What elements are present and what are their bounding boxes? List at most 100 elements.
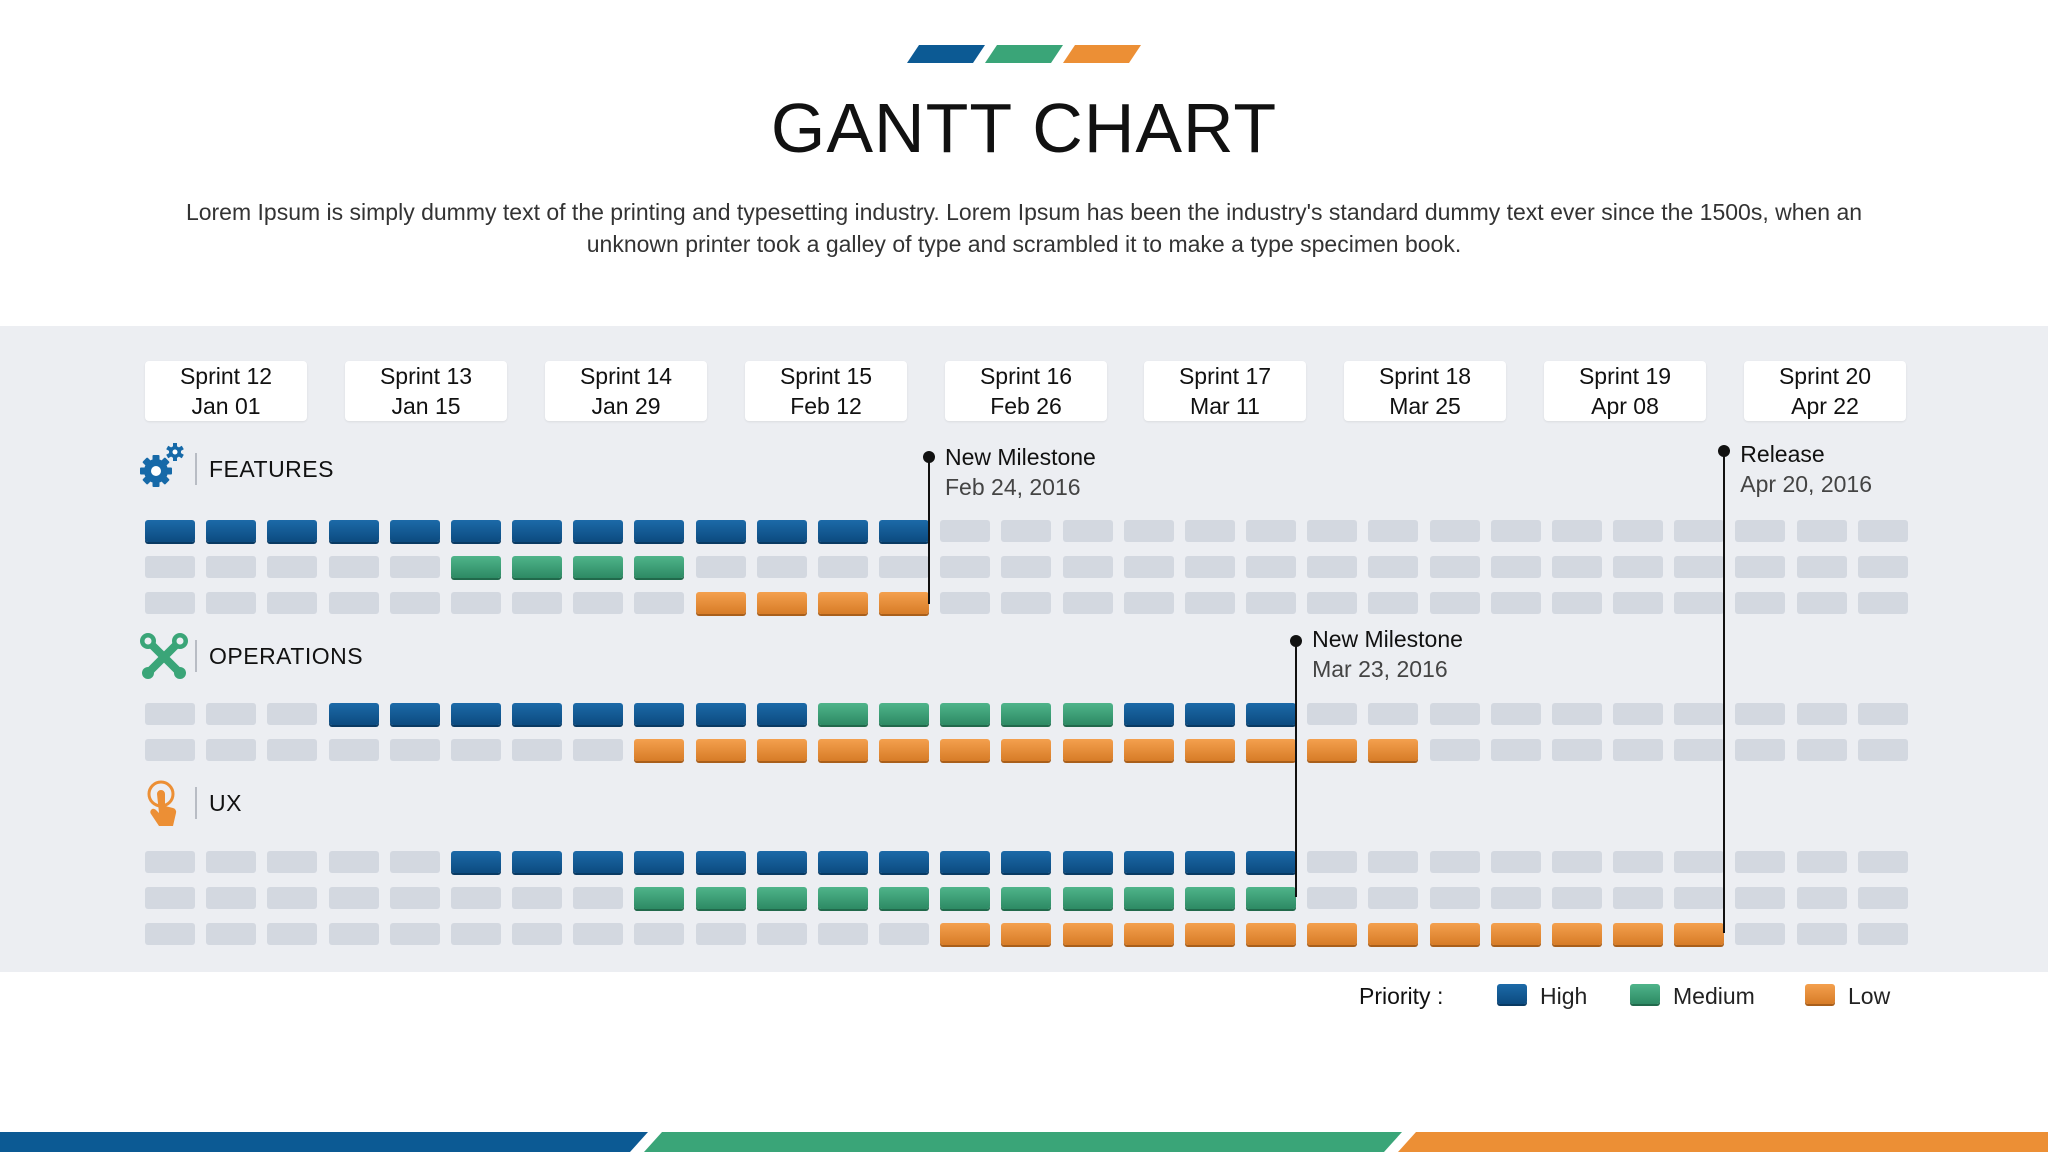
empty-cell (1184, 592, 1235, 614)
milestone-date: Feb 24, 2016 (945, 474, 1081, 500)
task-bar-low (756, 739, 807, 761)
task-bar-high (512, 703, 562, 725)
sprint-header: Sprint 20 Apr 22 (1744, 361, 1906, 421)
empty-cell (879, 923, 929, 945)
sprint-name: Sprint 14 (579, 363, 673, 389)
task-bar-high (695, 703, 746, 725)
group-label: OPERATIONS (209, 643, 364, 669)
sprint-date: Jan 29 (591, 393, 661, 419)
empty-cell (1429, 887, 1480, 909)
legend-swatch-low (1805, 984, 1835, 1004)
task-bar-low (1307, 923, 1358, 945)
empty-cell (389, 556, 440, 578)
task-bar-medium (1123, 887, 1174, 909)
empty-cell (1123, 592, 1174, 614)
task-bar-high (1123, 703, 1174, 725)
empty-cell (1674, 556, 1725, 578)
task-bar-high (756, 851, 807, 873)
empty-cell (1490, 592, 1541, 614)
milestone-title: Release (1740, 441, 1825, 467)
task-bar-low (695, 592, 746, 614)
footer-stripe-blue (0, 1132, 648, 1152)
empty-cell (573, 923, 624, 945)
task-bar-high (450, 851, 501, 873)
task-bar-low (879, 592, 929, 614)
legend-swatch-high (1497, 984, 1527, 1004)
milestone-date: Mar 23, 2016 (1312, 656, 1448, 682)
empty-cell (1001, 520, 1052, 542)
empty-cell (1735, 739, 1786, 761)
task-bar-low (1613, 923, 1664, 945)
empty-cell (1184, 520, 1235, 542)
empty-cell (512, 887, 562, 909)
empty-cell (1368, 556, 1419, 578)
empty-cell (145, 556, 195, 578)
empty-cell (573, 739, 624, 761)
sprint-header: Sprint 19 Apr 08 (1544, 361, 1706, 421)
empty-cell (1613, 851, 1664, 873)
empty-cell (1796, 556, 1847, 578)
task-bar-high (328, 703, 379, 725)
touch-icon (145, 780, 185, 835)
empty-cell (1857, 703, 1908, 725)
task-bar-high (634, 851, 685, 873)
task-bar-low (1001, 923, 1052, 945)
milestone-marker (923, 451, 935, 463)
empty-cell (450, 592, 501, 614)
task-bar-high (940, 851, 991, 873)
empty-cell (1796, 592, 1847, 614)
stripe-green (985, 45, 1063, 63)
sprint-date: Feb 26 (990, 393, 1062, 419)
empty-cell (1123, 556, 1174, 578)
empty-cell (817, 556, 868, 578)
empty-cell (573, 592, 624, 614)
empty-cell (1246, 592, 1297, 614)
task-bar-medium (879, 887, 929, 909)
sprint-header: Sprint 15 Feb 12 (745, 361, 907, 421)
empty-cell (1551, 703, 1602, 725)
milestone-line (928, 457, 930, 604)
sprint-name: Sprint 19 (1578, 363, 1672, 389)
task-bar-medium (817, 887, 868, 909)
empty-cell (1551, 739, 1602, 761)
empty-cell (1674, 851, 1725, 873)
milestone-date: Apr 20, 2016 (1740, 471, 1873, 497)
task-bar-high (389, 520, 440, 542)
empty-cell (1551, 592, 1602, 614)
empty-cell (1735, 703, 1786, 725)
task-bar-medium (573, 556, 624, 578)
task-bar-low (1001, 739, 1052, 761)
task-bar-high (450, 520, 501, 542)
task-bar-high (879, 520, 929, 542)
empty-cell (1796, 739, 1847, 761)
task-bar-high (879, 851, 929, 873)
empty-cell (1551, 851, 1602, 873)
sprint-header: Sprint 12 Jan 01 (145, 361, 307, 421)
empty-cell (145, 592, 195, 614)
sprint-date: Jan 15 (391, 393, 461, 419)
empty-cell (206, 592, 257, 614)
page-subtitle: Lorem Ipsum is simply dummy text of the … (185, 199, 1863, 257)
empty-cell (1674, 887, 1725, 909)
task-bar-low (817, 739, 868, 761)
task-bar-high (1184, 851, 1235, 873)
sprint-date: Feb 12 (790, 393, 862, 419)
milestone-marker (1290, 635, 1303, 647)
empty-cell (1429, 592, 1480, 614)
empty-cell (1429, 739, 1480, 761)
empty-cell (1490, 520, 1541, 542)
empty-cell (1368, 887, 1419, 909)
empty-cell (1735, 520, 1786, 542)
milestone-marker (1718, 445, 1731, 457)
sprint-date: Mar 25 (1389, 393, 1461, 419)
sprint-name: Sprint 16 (979, 363, 1073, 389)
empty-cell (1246, 520, 1297, 542)
empty-cell (756, 556, 807, 578)
milestone-label: Release Apr 20, 2016 (1740, 439, 1872, 499)
empty-cell (206, 703, 257, 725)
empty-cell (1001, 592, 1052, 614)
empty-cell (1613, 520, 1664, 542)
empty-cell (328, 887, 379, 909)
empty-cell (145, 739, 195, 761)
empty-cell (1307, 556, 1358, 578)
